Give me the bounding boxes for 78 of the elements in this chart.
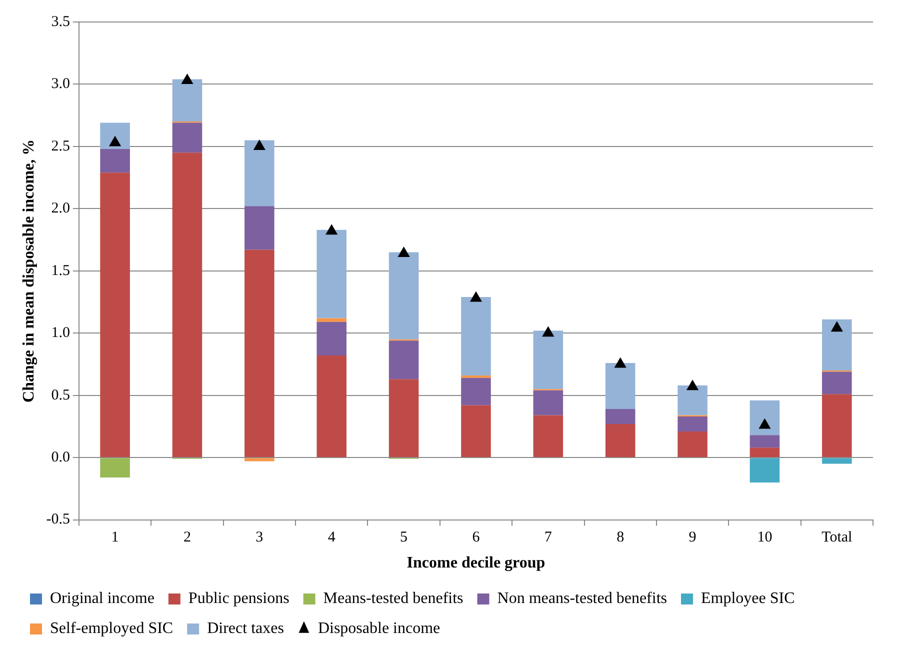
bar [316,322,346,356]
bar [678,431,708,458]
bar [822,372,852,394]
y-tick-label: 0.0 [51,450,70,466]
bar [750,435,780,448]
x-tick-label: 9 [688,530,696,546]
bar [461,378,491,406]
bar [678,416,708,432]
bar [244,250,274,458]
x-tick-label: 5 [400,530,408,546]
bar [244,140,274,206]
bar [388,379,419,458]
bar [388,340,419,380]
legend-label: Employee SIC [700,590,795,608]
bar [172,152,202,458]
legend-label: Non means-tested benefits [497,590,667,608]
bar [605,409,636,424]
bar [100,172,130,458]
x-axis-title: Income decile group [406,554,546,572]
x-tick-label: 3 [256,530,264,546]
y-tick-label: 2.5 [51,138,70,154]
x-tick-label: 6 [472,530,480,546]
point [470,291,482,302]
bar [750,448,780,458]
point [181,73,194,84]
x-tick-label: 7 [544,530,552,546]
point [253,139,266,150]
bar [533,390,564,416]
x-tick-label: Total [822,530,852,546]
bar [100,122,130,149]
bar [388,252,419,340]
y-tick-label: -0.5 [46,512,70,528]
y-tick-label: 1.0 [51,325,70,342]
bar [316,356,346,458]
point [542,326,554,337]
y-tick-label: 3.0 [51,76,70,92]
bar [822,394,852,458]
legend-label: Original income [50,590,154,608]
y-tick-label: 1.5 [51,262,70,279]
bar [100,148,130,173]
bar [605,424,636,458]
x-tick-label: 2 [183,530,191,546]
bar [822,319,852,370]
bar [316,318,346,322]
bar [316,230,346,318]
bar [822,458,852,464]
point [830,321,843,332]
x-tick-label: 4 [328,530,336,546]
bar [244,458,274,462]
bar [172,79,202,122]
point [398,246,410,257]
legend-label: Self-employed SIC [50,620,174,638]
legend-label: Disposable income [318,620,440,638]
y-tick-label: 3.5 [51,14,70,30]
bar [100,458,130,478]
bar [750,458,780,482]
x-tick-label: 8 [616,530,624,546]
legend-label: Means-tested benefits [323,590,464,608]
bar [461,297,491,376]
bar [678,385,708,416]
y-tick-label: 2.0 [51,200,70,217]
y-axis-title: Change in mean disposable income, % [20,139,38,402]
bar [461,405,491,458]
bar [172,122,202,153]
bar [605,362,636,410]
point [614,357,626,368]
bar [244,206,274,250]
bar [461,375,491,378]
bar [533,330,564,390]
bar [750,400,780,436]
point [326,224,338,235]
x-tick-label: 1 [111,530,119,546]
legend-label: Direct taxes [207,620,284,638]
y-tick-label: 0.5 [51,387,70,404]
bar [533,415,564,458]
point [686,380,699,390]
legend-label: Public pensions [188,590,290,608]
x-tick-label: 10 [757,530,772,546]
